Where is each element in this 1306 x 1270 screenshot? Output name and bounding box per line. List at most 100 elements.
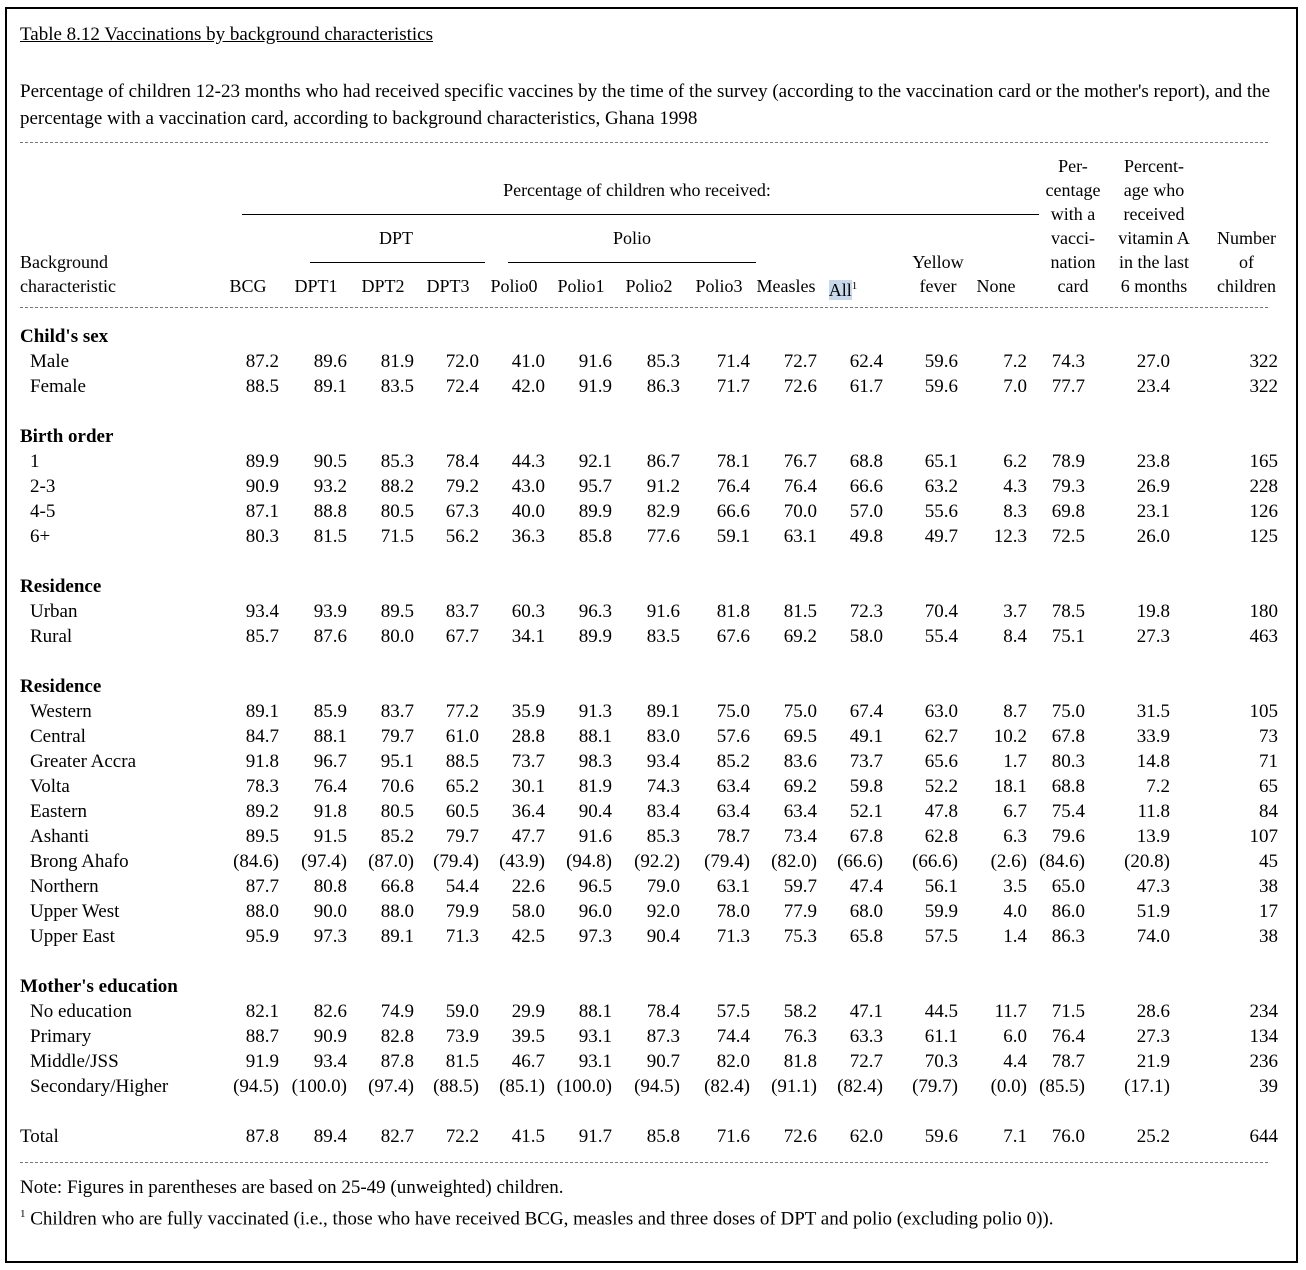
table-row-dpt2: 89.1 [380,926,414,947]
table-row-polio0: 22.6 [511,876,545,897]
table-row-vaccination-card: 75.4 [1051,801,1085,822]
table-row-measles: 63.1 [783,526,817,547]
table-row-none: 6.7 [1003,801,1027,822]
table-row-vaccination-card: 79.3 [1051,476,1085,497]
table-row-yellow-fever: 52.2 [924,776,958,797]
table-row-polio0: 34.1 [511,626,545,647]
table-row-bcg: 87.1 [245,501,279,522]
table-row-all: 58.0 [849,626,883,647]
header-col-dpt2: DPT2 [361,276,405,296]
table-row-none: 7.0 [1003,376,1027,397]
table-row-label: Eastern [30,801,87,822]
table-row-all: 68.0 [849,901,883,922]
table-row-bcg: 82.1 [245,1001,279,1022]
table-row-polio3: 71.7 [716,376,750,397]
table-row-none: 12.3 [993,526,1027,547]
table-row-number-of-children: 322 [1249,376,1279,397]
table-row-polio1: 90.4 [578,801,612,822]
table-row-vaccination-card: 79.6 [1051,826,1085,847]
table-row-polio3: 63.4 [716,776,750,797]
table-row-polio0: (43.9) [499,851,545,872]
table-row-measles: 69.2 [783,776,817,797]
table-row-label: 2-3 [30,476,56,497]
table-row-vitamin-a: 23.8 [1136,451,1170,472]
table-row-polio0: 41.0 [511,351,545,372]
table-row-yellow-fever: 63.2 [924,476,958,497]
table-row-bcg: 89.9 [245,451,279,472]
table-row-number-of-children: 236 [1249,1051,1279,1072]
table-row-dpt1: 97.3 [313,926,347,947]
table-row-polio2: 83.4 [646,801,680,822]
table-row-all: 68.8 [849,451,883,472]
table-row-measles: (82.0) [771,851,817,872]
table-row-number-of-children: 45 [1259,851,1278,872]
table-row-dpt3: 79.7 [445,826,479,847]
table-row-vitamin-a: 21.9 [1136,1051,1170,1072]
table-row-vaccination-card: 78.9 [1051,451,1085,472]
table-row-vitamin-a: 47.3 [1136,876,1170,897]
table-row-polio1: 88.1 [578,726,612,747]
table-row-dpt3: 81.5 [445,1051,479,1072]
table-row-dpt3: 56.2 [445,526,479,547]
table-row-label: Middle/JSS [30,1051,119,1072]
table-row-polio2: 92.0 [646,901,680,922]
table-row-none: 8.7 [1003,701,1027,722]
table-row-polio0: 58.0 [511,901,545,922]
table-row-label: 4-5 [30,501,56,522]
table-row-all: 67.8 [849,826,883,847]
table-row-polio0: 36.4 [511,801,545,822]
total-bcg: 87.8 [245,1126,279,1147]
table-row-vitamin-a: 13.9 [1136,826,1170,847]
table-row-all: (82.4) [837,1076,883,1097]
table-row-dpt2: 74.9 [380,1001,414,1022]
table-row-label: Female [30,376,86,397]
table-row-dpt3: 71.3 [445,926,479,947]
table-row-dpt3: 61.0 [445,726,479,747]
table-row-vaccination-card: 77.7 [1051,376,1085,397]
table-row-vaccination-card: 86.3 [1051,926,1085,947]
table-row-all: 52.1 [849,801,883,822]
table-row-none: 11.7 [994,1001,1027,1022]
table-row-all: 67.4 [849,701,883,722]
total-vaccination-card: 76.0 [1051,1126,1085,1147]
header-vita-4: in the last [1119,252,1189,272]
table-row-dpt1: 89.1 [313,376,347,397]
section-heading: Residence [20,576,102,597]
table-row-yellow-fever: (79.7) [912,1076,958,1097]
table-row-bcg: (84.6) [233,851,279,872]
table-row-vitamin-a: 11.8 [1137,801,1170,822]
table-row-vaccination-card: 80.3 [1051,751,1085,772]
table-row-all: 73.7 [849,751,883,772]
table-row-dpt1: 93.4 [313,1051,347,1072]
table-row-label: 6+ [30,526,51,547]
table-row-vitamin-a: 19.8 [1136,601,1170,622]
table-row-label: 1 [30,451,40,472]
table-row-polio0: 42.0 [511,376,545,397]
table-row-vaccination-card: 78.5 [1051,601,1085,622]
table-row-dpt2: 88.0 [380,901,414,922]
table-row-all: 72.3 [849,601,883,622]
table-row-number-of-children: 126 [1249,501,1279,522]
table-row-yellow-fever: 47.8 [924,801,958,822]
table-row-dpt3: 54.4 [445,876,479,897]
table-row-vitamin-a: 23.1 [1136,501,1170,522]
table-row-measles: 72.6 [783,376,817,397]
table-row-yellow-fever: 59.6 [924,376,958,397]
table-row-bcg: 78.3 [245,776,279,797]
table-row-yellow-fever: 49.7 [924,526,958,547]
total-dpt3: 72.2 [445,1126,479,1147]
header-col-polio3: Polio3 [695,276,743,296]
table-row-vaccination-card: 71.5 [1051,1001,1085,1022]
table-row-dpt3: 59.0 [445,1001,479,1022]
table-row-measles: 81.8 [783,1051,817,1072]
table-row-polio2: 83.5 [646,626,680,647]
table-row-dpt2: 87.8 [380,1051,414,1072]
header-number-1: of [1239,252,1254,272]
table-row-number-of-children: 107 [1249,826,1279,847]
table-row-measles: 81.5 [783,601,817,622]
table-row-polio3: 71.4 [716,351,750,372]
table-row-polio3: 57.5 [716,1001,750,1022]
table-row-polio1: 95.7 [578,476,612,497]
table-row-polio2: 79.0 [646,876,680,897]
table-row-all: 49.8 [849,526,883,547]
